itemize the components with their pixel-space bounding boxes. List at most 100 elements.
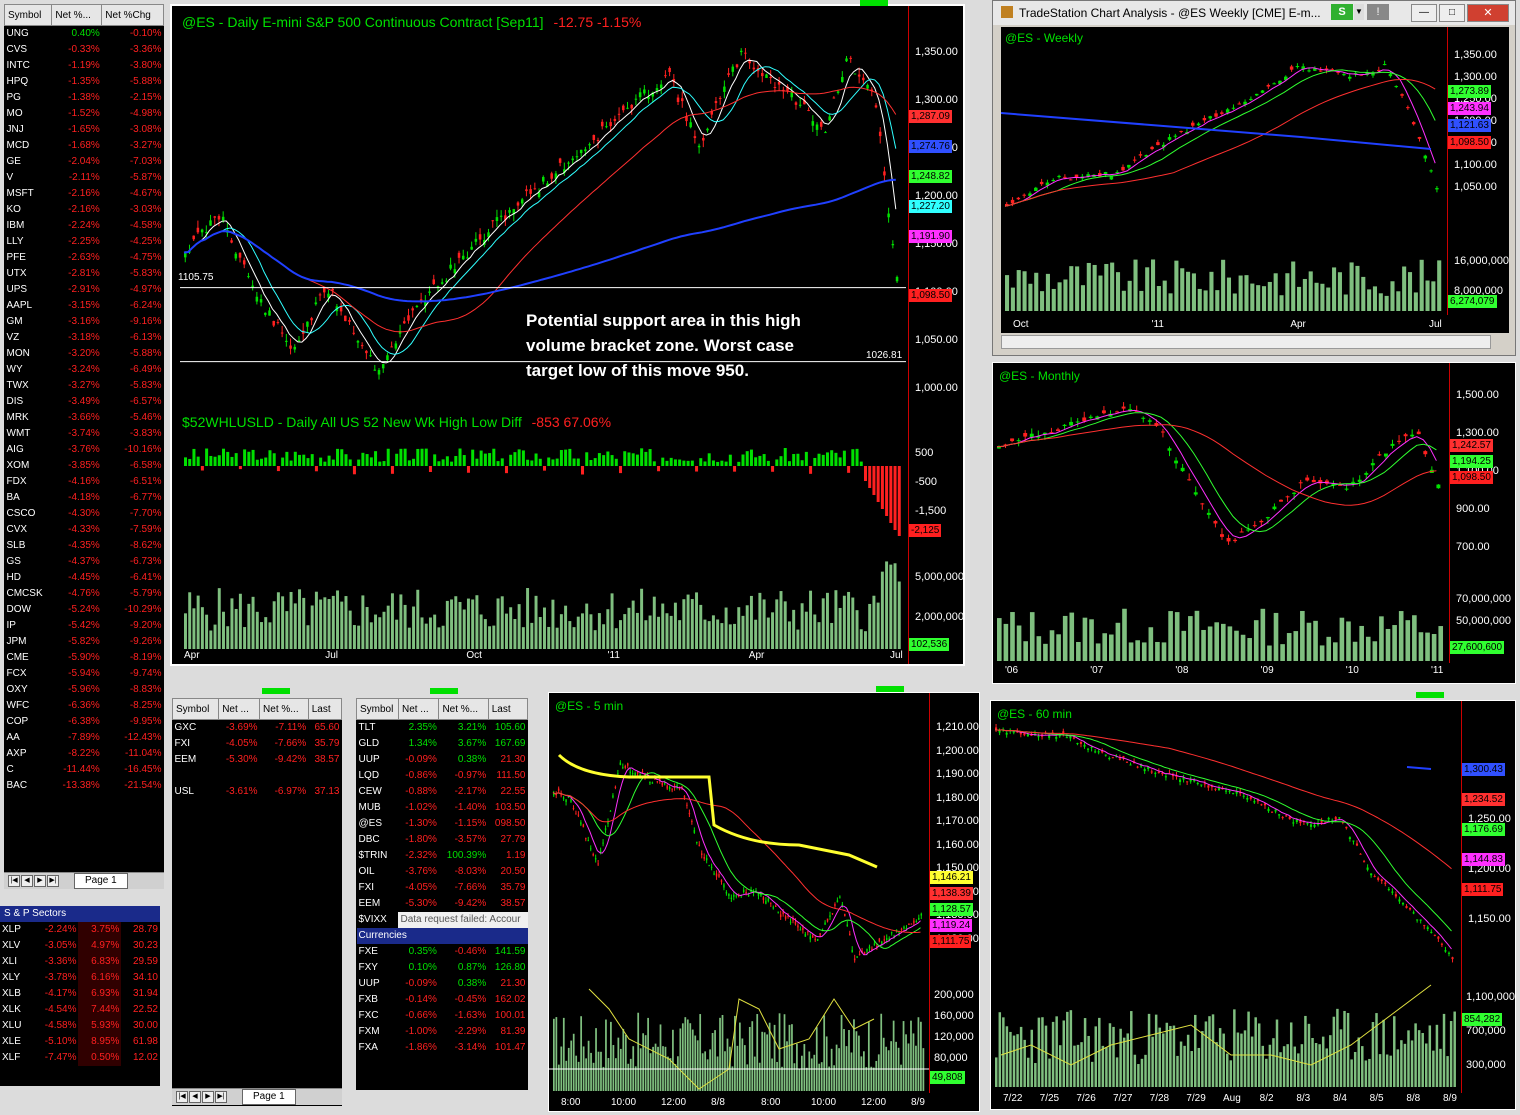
link-color-button[interactable]: ! bbox=[1367, 4, 1389, 20]
table-row[interactable]: GE -2.04% -7.03% bbox=[5, 154, 164, 170]
table-row[interactable]: BA -4.18% -6.77% bbox=[5, 490, 164, 506]
tab-last-button[interactable]: ▶| bbox=[47, 875, 59, 887]
table-row[interactable]: GXC -3.69% -7.11% 65.60 bbox=[173, 720, 342, 737]
table-row[interactable]: VZ -3.18% -6.13% bbox=[5, 330, 164, 346]
table-row[interactable]: C -11.44% -16.45% bbox=[5, 762, 164, 778]
table-row[interactable]: MRK -3.66% -5.46% bbox=[5, 410, 164, 426]
table-row[interactable]: INTC -1.19% -3.80% bbox=[5, 58, 164, 74]
table-row[interactable]: CVX -4.33% -7.59% bbox=[5, 522, 164, 538]
table-row[interactable]: UNG 0.40% -0.10% bbox=[5, 26, 164, 43]
table-row[interactable]: FXY 0.10% 0.87% 126.80 bbox=[357, 960, 528, 976]
column-header[interactable]: Net %... bbox=[438, 698, 489, 720]
column-header[interactable]: Net %Chg bbox=[101, 4, 164, 26]
tab-first-button[interactable]: |◀ bbox=[8, 875, 20, 887]
table-row[interactable]: PG -1.38% -2.15% bbox=[5, 90, 164, 106]
table-row[interactable]: CSCO -4.30% -7.70% bbox=[5, 506, 164, 522]
table-row[interactable]: IP -5.42% -9.20% bbox=[5, 618, 164, 634]
table-row[interactable]: MO -1.52% -4.98% bbox=[5, 106, 164, 122]
table-row[interactable]: FCX -5.94% -9.74% bbox=[5, 666, 164, 682]
table-row[interactable]: DOW -5.24% -10.29% bbox=[5, 602, 164, 618]
table-row[interactable]: TWX -3.27% -5.83% bbox=[5, 378, 164, 394]
column-header[interactable]: Symbol bbox=[172, 698, 220, 720]
table-row[interactable]: FXB -0.14% -0.45% 162.02 bbox=[357, 992, 528, 1008]
maximize-button[interactable]: □ bbox=[1439, 4, 1465, 22]
table-row[interactable]: XLE -5.10% 8.95% 61.98 bbox=[0, 1034, 160, 1050]
tab-prev-button[interactable]: ◀ bbox=[21, 875, 33, 887]
table-row[interactable]: UUP -0.09% 0.38% 21.30 bbox=[357, 976, 528, 992]
table-row[interactable]: HPQ -1.35% -5.88% bbox=[5, 74, 164, 90]
table-row[interactable]: XLK -4.54% 7.44% 22.52 bbox=[0, 1002, 160, 1018]
column-header[interactable]: Last bbox=[487, 698, 528, 720]
column-header[interactable]: Last bbox=[307, 698, 342, 720]
table-row[interactable]: USL -3.61% -6.97% 37.13 bbox=[173, 784, 342, 800]
table-row[interactable]: FXI -4.05% -7.66% 35.79 bbox=[357, 880, 528, 896]
table-row[interactable]: TLT 2.35% 3.21% 105.60 bbox=[357, 720, 528, 737]
column-header[interactable]: Symbol bbox=[356, 698, 399, 720]
table-row[interactable]: WFC -6.36% -8.25% bbox=[5, 698, 164, 714]
table-row[interactable]: LQD -0.86% -0.97% 111.50 bbox=[357, 768, 528, 784]
table-row[interactable]: OXY -5.96% -8.83% bbox=[5, 682, 164, 698]
table-row[interactable]: DBC -1.80% -3.57% 27.79 bbox=[357, 832, 528, 848]
table-row[interactable]: UTX -2.81% -5.83% bbox=[5, 266, 164, 282]
table-row[interactable]: EEM -5.30% -9.42% 38.57 bbox=[357, 896, 528, 912]
table-row[interactable]: @ES -1.30% -1.15% 098.50 bbox=[357, 816, 528, 832]
table-row[interactable]: UUP -0.09% 0.38% 21.30 bbox=[357, 752, 528, 768]
table-row[interactable]: FXI -4.05% -7.66% 35.79 bbox=[173, 736, 342, 752]
column-header[interactable]: Net %... bbox=[51, 4, 103, 26]
table-row[interactable]: MUB -1.02% -1.40% 103.50 bbox=[357, 800, 528, 816]
table-row[interactable]: CEW -0.88% -2.17% 22.55 bbox=[357, 784, 528, 800]
table-row[interactable]: FXE 0.35% -0.46% 141.59 bbox=[357, 944, 528, 960]
table-row[interactable]: $VIXX Data request failed: Accour bbox=[357, 912, 528, 928]
close-button[interactable]: ✕ bbox=[1467, 4, 1509, 22]
table-row[interactable]: AIG -3.76% -10.16% bbox=[5, 442, 164, 458]
tab-page-1[interactable]: Page 1 bbox=[74, 873, 128, 889]
table-row[interactable]: FXM -1.00% -2.29% 81.39 bbox=[357, 1024, 528, 1040]
table-row[interactable]: IBM -2.24% -4.58% bbox=[5, 218, 164, 234]
table-row[interactable]: XLF -7.47% 0.50% 12.02 bbox=[0, 1050, 160, 1066]
table-row[interactable]: GM -3.16% -9.16% bbox=[5, 314, 164, 330]
table-row[interactable]: FXC -0.66% -1.63% 100.01 bbox=[357, 1008, 528, 1024]
symbol-link-button[interactable]: S bbox=[1331, 4, 1353, 20]
table-row[interactable]: XLY -3.78% 6.16% 34.10 bbox=[0, 970, 160, 986]
tab-next-button[interactable]: ▶ bbox=[34, 875, 46, 887]
table-row[interactable]: V -2.11% -5.87% bbox=[5, 170, 164, 186]
etf-tab-first-button[interactable]: |◀ bbox=[176, 1091, 188, 1103]
table-row[interactable]: CVS -0.33% -3.36% bbox=[5, 42, 164, 58]
table-row[interactable]: XLP -2.24% 3.75% 28.79 bbox=[0, 922, 160, 938]
table-row[interactable]: CMCSK -4.76% -5.79% bbox=[5, 586, 164, 602]
table-row[interactable]: JPM -5.82% -9.26% bbox=[5, 634, 164, 650]
column-header[interactable]: Symbol bbox=[4, 4, 53, 26]
etf-tab-prev-button[interactable]: ◀ bbox=[189, 1091, 201, 1103]
minimize-button[interactable]: — bbox=[1411, 4, 1437, 22]
column-header[interactable]: Net ... bbox=[218, 698, 261, 720]
table-row[interactable]: MCD -1.68% -3.27% bbox=[5, 138, 164, 154]
column-header[interactable]: Net ... bbox=[397, 698, 440, 720]
table-row[interactable]: GS -4.37% -6.73% bbox=[5, 554, 164, 570]
table-row[interactable]: FXA -1.86% -3.14% 101.47 bbox=[357, 1040, 528, 1056]
chevron-down-icon[interactable]: ▼ bbox=[1354, 4, 1364, 20]
table-row[interactable]: COP -6.38% -9.95% bbox=[5, 714, 164, 730]
table-row[interactable]: PFE -2.63% -4.75% bbox=[5, 250, 164, 266]
table-row[interactable]: XLI -3.36% 6.83% 29.59 bbox=[0, 954, 160, 970]
table-row[interactable]: GLD 1.34% 3.67% 167.69 bbox=[357, 736, 528, 752]
table-row[interactable]: WY -3.24% -6.49% bbox=[5, 362, 164, 378]
table-row[interactable]: XLU -4.58% 5.93% 30.00 bbox=[0, 1018, 160, 1034]
table-row[interactable]: CME -5.90% -8.19% bbox=[5, 650, 164, 666]
table-row[interactable]: XOM -3.85% -6.58% bbox=[5, 458, 164, 474]
etf-tab-last-button[interactable]: ▶| bbox=[215, 1091, 227, 1103]
table-row[interactable]: LLY -2.25% -4.25% bbox=[5, 234, 164, 250]
table-row[interactable]: WMT -3.74% -3.83% bbox=[5, 426, 164, 442]
table-row[interactable]: OIL -3.76% -8.03% 20.50 bbox=[357, 864, 528, 880]
table-row[interactable]: AA -7.89% -12.43% bbox=[5, 730, 164, 746]
table-row[interactable]: JNJ -1.65% -3.08% bbox=[5, 122, 164, 138]
table-row[interactable]: MON -3.20% -5.88% bbox=[5, 346, 164, 362]
table-row[interactable]: KO -2.16% -3.03% bbox=[5, 202, 164, 218]
table-row[interactable]: $TRIN -2.32% 100.39% 1.19 bbox=[357, 848, 528, 864]
table-row[interactable]: XLV -3.05% 4.97% 30.23 bbox=[0, 938, 160, 954]
table-row[interactable]: AXP -8.22% -11.04% bbox=[5, 746, 164, 762]
table-row[interactable]: BAC -13.38% -21.54% bbox=[5, 778, 164, 794]
table-row[interactable]: UPS -2.91% -4.97% bbox=[5, 282, 164, 298]
table-row[interactable]: AAPL -3.15% -6.24% bbox=[5, 298, 164, 314]
column-header[interactable]: Net %... bbox=[259, 698, 309, 720]
table-row[interactable]: FDX -4.16% -6.51% bbox=[5, 474, 164, 490]
